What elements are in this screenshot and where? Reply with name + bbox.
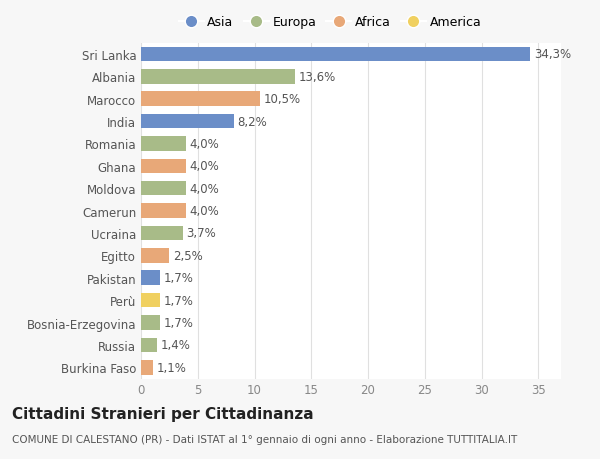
Text: COMUNE DI CALESTANO (PR) - Dati ISTAT al 1° gennaio di ogni anno - Elaborazione : COMUNE DI CALESTANO (PR) - Dati ISTAT al…: [12, 434, 517, 444]
Text: 3,7%: 3,7%: [187, 227, 216, 240]
Text: 34,3%: 34,3%: [534, 48, 571, 61]
Text: 1,4%: 1,4%: [160, 339, 190, 352]
Text: 10,5%: 10,5%: [263, 93, 301, 106]
Text: 13,6%: 13,6%: [299, 71, 336, 84]
Bar: [141, 204, 187, 218]
Bar: [141, 360, 154, 375]
Text: 8,2%: 8,2%: [238, 115, 267, 128]
Text: 4,0%: 4,0%: [190, 182, 220, 195]
Bar: [141, 159, 187, 174]
Bar: [141, 226, 183, 241]
Bar: [141, 293, 160, 308]
Bar: [141, 182, 187, 196]
Text: 1,7%: 1,7%: [164, 294, 194, 307]
Bar: [141, 70, 295, 84]
Text: 4,0%: 4,0%: [190, 160, 220, 173]
Text: 4,0%: 4,0%: [190, 138, 220, 151]
Text: 1,7%: 1,7%: [164, 316, 194, 329]
Bar: [141, 316, 160, 330]
Bar: [141, 249, 169, 263]
Text: Cittadini Stranieri per Cittadinanza: Cittadini Stranieri per Cittadinanza: [12, 406, 314, 421]
Legend: Asia, Europa, Africa, America: Asia, Europa, Africa, America: [173, 11, 487, 34]
Bar: [141, 271, 160, 285]
Bar: [141, 92, 260, 106]
Bar: [141, 338, 157, 353]
Text: 4,0%: 4,0%: [190, 205, 220, 218]
Bar: [141, 115, 234, 129]
Bar: [141, 48, 530, 62]
Bar: [141, 137, 187, 151]
Text: 1,7%: 1,7%: [164, 272, 194, 285]
Text: 2,5%: 2,5%: [173, 249, 203, 262]
Text: 1,1%: 1,1%: [157, 361, 187, 374]
